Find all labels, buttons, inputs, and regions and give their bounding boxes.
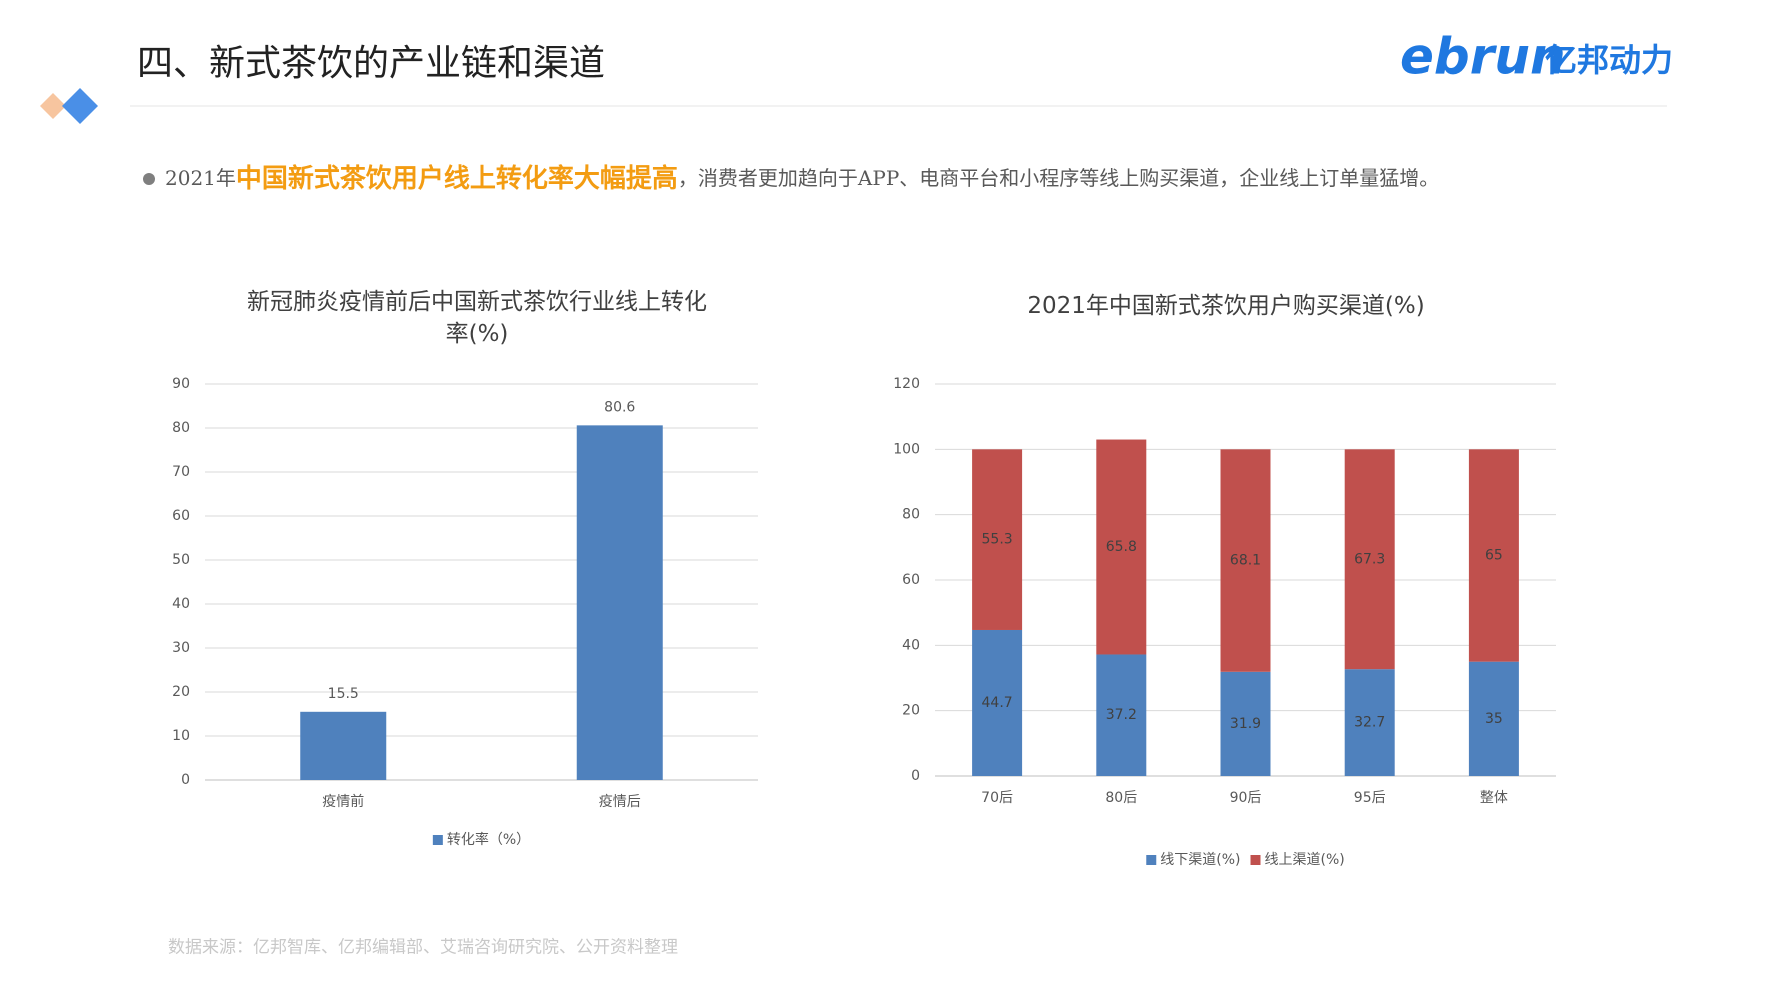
x-tick-label: 80后 bbox=[1105, 790, 1137, 806]
data-label: 35 bbox=[1485, 711, 1503, 727]
y-tick-label: 80 bbox=[902, 507, 920, 523]
data-label: 68.1 bbox=[1230, 553, 1261, 569]
data-label: 65 bbox=[1485, 548, 1503, 564]
bar bbox=[1468, 661, 1519, 776]
legend: 线下渠道(%) 线上渠道(%) bbox=[1146, 852, 1345, 868]
bar bbox=[1096, 654, 1147, 776]
bar bbox=[1220, 449, 1271, 672]
bar bbox=[972, 629, 1023, 776]
bar bbox=[1344, 669, 1395, 776]
x-tick-label: 疫情前 bbox=[322, 793, 364, 810]
data-label: 65.8 bbox=[1106, 539, 1137, 555]
legend-label: 线上渠道(%) bbox=[1265, 852, 1345, 868]
y-tick-label: 20 bbox=[172, 684, 190, 700]
diamond bbox=[40, 93, 66, 119]
data-label: 55.3 bbox=[982, 532, 1013, 548]
y-tick-label: 30 bbox=[172, 640, 190, 656]
bar bbox=[1096, 439, 1147, 655]
legend: 转化率（%） bbox=[432, 831, 530, 848]
y-tick-label: 70 bbox=[172, 464, 190, 480]
y-tick-label: 40 bbox=[172, 596, 190, 612]
y-tick-label: 40 bbox=[902, 637, 920, 653]
logo: 亿邦动力 bbox=[1545, 41, 1673, 79]
data-label: 31.9 bbox=[1230, 716, 1261, 732]
bar bbox=[1468, 449, 1519, 662]
bullet-rest: ，消费者更加趋向于APP、电商平台和小程序等线上购买渠道，企业线上订单量猛增。 bbox=[678, 166, 1439, 190]
y-tick-label: 90 bbox=[172, 376, 190, 392]
y-tick-label: 60 bbox=[172, 508, 190, 524]
x-tick-label: 70后 bbox=[981, 790, 1013, 806]
bar bbox=[1344, 449, 1395, 670]
bullet-highlight: 中国新式茶饮用户线上转化率大幅提高 bbox=[236, 163, 678, 194]
data-label: 15.5 bbox=[328, 686, 359, 702]
bullet-lead: 2021年 bbox=[165, 166, 236, 190]
x-tick-label: 整体 bbox=[1480, 790, 1508, 806]
data-label: 80.6 bbox=[604, 399, 635, 415]
y-tick-label: 10 bbox=[172, 728, 190, 744]
data-label: 67.3 bbox=[1354, 551, 1385, 567]
y-tick-label: 60 bbox=[902, 572, 920, 588]
bar bbox=[1220, 671, 1271, 776]
chart-title: 新冠肺炎疫情前后中国新式茶饮行业线上转化率(%) bbox=[247, 289, 707, 347]
legend-swatch bbox=[432, 835, 443, 845]
bar bbox=[576, 425, 663, 780]
logo: ebrun bbox=[1400, 28, 1566, 86]
bar bbox=[300, 711, 387, 780]
legend-label: 线下渠道(%) bbox=[1160, 852, 1240, 868]
data-label: 32.7 bbox=[1354, 715, 1385, 731]
legend-label: 转化率（%） bbox=[447, 831, 530, 848]
bullet-dot bbox=[143, 173, 155, 185]
page-title: 四、新式茶饮的产业链和渠道 bbox=[137, 43, 605, 84]
y-tick-label: 0 bbox=[181, 772, 190, 788]
y-tick-label: 120 bbox=[893, 376, 920, 392]
x-tick-label: 95后 bbox=[1354, 790, 1386, 806]
data-label: 44.7 bbox=[982, 695, 1013, 711]
y-tick-label: 80 bbox=[172, 420, 190, 436]
bullet: 2021年中国新式茶饮用户线上转化率大幅提高，消费者更加趋向于APP、电商平台和… bbox=[165, 163, 1439, 194]
y-tick-label: 20 bbox=[902, 703, 920, 719]
bar bbox=[972, 449, 1023, 630]
y-tick-label: 0 bbox=[911, 768, 920, 784]
chart-title: 2021年中国新式茶饮用户购买渠道(%) bbox=[1027, 293, 1425, 319]
diamond bbox=[62, 88, 98, 124]
data-label: 37.2 bbox=[1106, 707, 1137, 723]
y-tick-label: 100 bbox=[893, 441, 920, 457]
legend-swatch bbox=[1250, 855, 1261, 865]
x-tick-label: 疫情后 bbox=[599, 794, 641, 810]
x-tick-label: 90后 bbox=[1230, 790, 1262, 806]
source: 数据来源：亿邦智库、亿邦编辑部、艾瑞咨询研究院、公开资料整理 bbox=[168, 938, 678, 958]
legend-swatch bbox=[1146, 855, 1157, 865]
y-tick-label: 50 bbox=[172, 552, 190, 568]
